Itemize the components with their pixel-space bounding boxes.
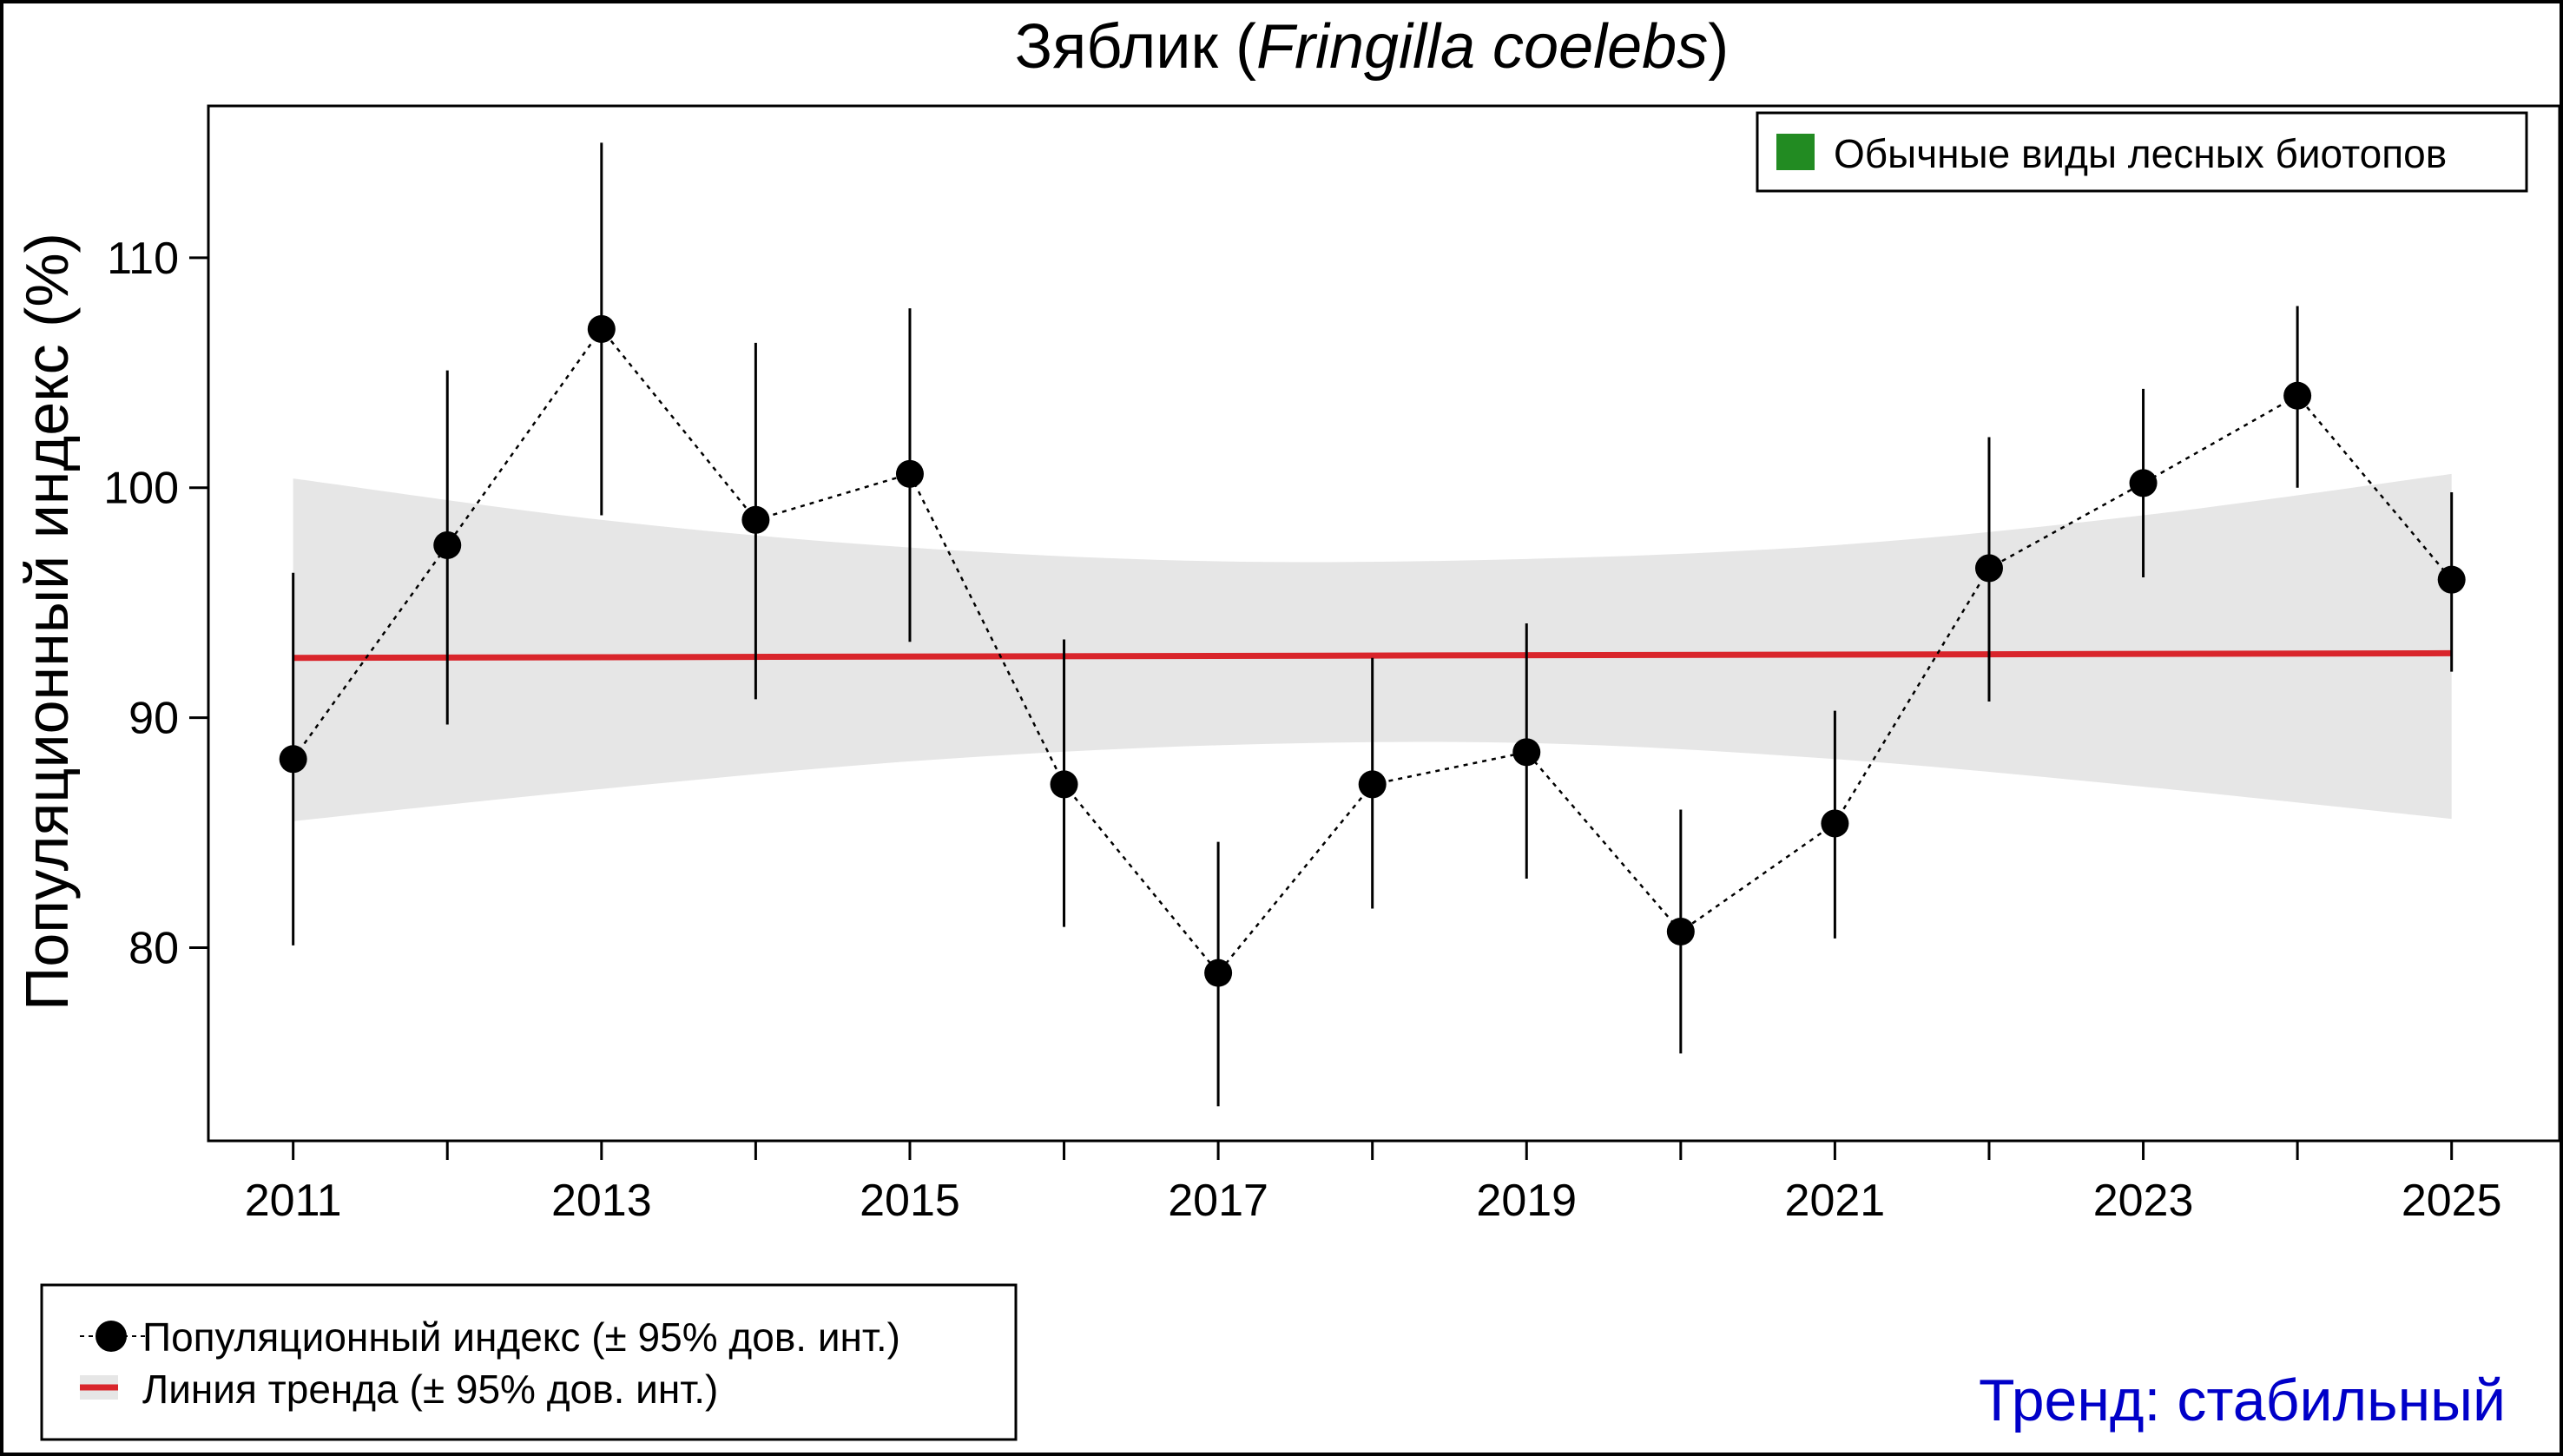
plot-area-border [207,104,2561,1143]
habitat-legend-swatch [1776,134,1815,170]
x-tick-label-2015: 2015 [860,1176,960,1226]
axes-layer: 80 90 100 110 2011 2013 2015 2017 2019 2021 2023 20… [103,234,2501,1226]
x-tick-label-2011: 2011 [245,1176,342,1226]
x-tick-label-2025: 2025 [2402,1176,2502,1226]
legend-index-marker [96,1321,127,1352]
index-point-2023 [2129,469,2158,497]
x-tick-label-2021: 2021 [1785,1176,1886,1226]
trend-confidence-band-layer [293,473,2452,821]
index-point-2021 [1821,809,1849,838]
y-tick-label-110: 110 [107,234,179,284]
index-point-2024 [2283,381,2312,410]
x-tick-label-2017: 2017 [1168,1176,1268,1226]
y-tick-label-100: 100 [103,464,179,514]
x-tick-label-2019: 2019 [1476,1176,1577,1226]
chart-title: Зяблик (Fringilla coelebs) [1015,12,1729,82]
trend-annotation: Тренд: стабильный [1979,1367,2506,1433]
legend-index-label: Популяционный индекс (± 95% дов. инт.) [142,1314,900,1360]
index-point-2020 [1666,917,1695,945]
index-point-2019 [1512,738,1541,767]
trend-line [293,649,2452,662]
x-tick-label-2013: 2013 [551,1176,652,1226]
index-point-2014 [741,505,770,534]
index-point-2017 [1204,959,1233,987]
x-tick-label-2023: 2023 [2093,1176,2194,1226]
habitat-legend: Обычные виды лесных биотопов [1756,111,2528,193]
legend-trend-label: Линия тренда (± 95% дов. инт.) [142,1367,718,1412]
series-legend-box [40,1283,1018,1441]
trend-confidence-band [293,473,2452,821]
index-point-2022 [1974,554,2003,583]
y-tick-label-80: 80 [128,923,179,973]
series-legend: Популяционный индекс (± 95% дов. инт.) Л… [40,1283,1018,1441]
index-point-2011 [279,745,307,774]
index-series-layer [279,142,2466,1107]
index-point-2012 [433,530,462,559]
index-point-2025 [2437,565,2466,594]
index-point-2016 [1050,770,1078,799]
y-tick-label-90: 90 [128,694,179,744]
trend-line-layer [293,649,2452,662]
index-point-2018 [1358,770,1387,799]
index-point-2013 [587,314,616,343]
habitat-legend-box [1756,111,2528,193]
habitat-legend-label: Обычные виды лесных биотопов [1834,131,2447,176]
y-axis-label: Популяционный индекс (%) [13,233,81,1011]
index-point-2015 [895,459,924,488]
